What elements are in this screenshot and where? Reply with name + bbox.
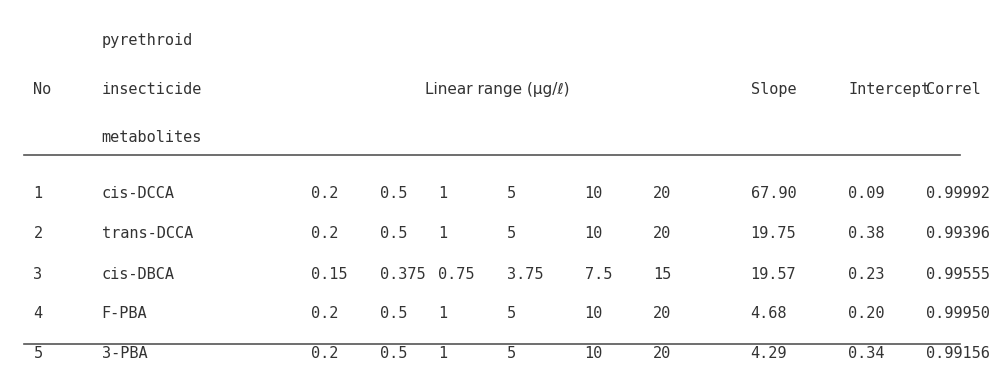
Text: 3-PBA: 3-PBA — [102, 346, 148, 361]
Text: 4.68: 4.68 — [751, 306, 787, 321]
Text: 3: 3 — [33, 266, 42, 281]
Text: 0.5: 0.5 — [380, 346, 407, 361]
Text: 19.57: 19.57 — [751, 266, 796, 281]
Text: 10: 10 — [585, 226, 603, 241]
Text: 20: 20 — [653, 226, 671, 241]
Text: 20: 20 — [653, 186, 671, 201]
Text: 4.29: 4.29 — [751, 346, 787, 361]
Text: 0.2: 0.2 — [312, 226, 339, 241]
Text: 2: 2 — [33, 226, 42, 241]
Text: 10: 10 — [585, 346, 603, 361]
Text: F-PBA: F-PBA — [102, 306, 148, 321]
Text: 5: 5 — [507, 346, 516, 361]
Text: 0.99950: 0.99950 — [927, 306, 990, 321]
Text: 0.99555: 0.99555 — [927, 266, 990, 281]
Text: 0.38: 0.38 — [848, 226, 884, 241]
Text: 0.5: 0.5 — [380, 186, 407, 201]
Text: 1: 1 — [438, 186, 447, 201]
Text: 1: 1 — [438, 226, 447, 241]
Text: 4: 4 — [33, 306, 42, 321]
Text: 20: 20 — [653, 306, 671, 321]
Text: 5: 5 — [33, 346, 42, 361]
Text: cis-DBCA: cis-DBCA — [102, 266, 175, 281]
Text: 7.5: 7.5 — [585, 266, 612, 281]
Text: 15: 15 — [653, 266, 671, 281]
Text: 1: 1 — [438, 346, 447, 361]
Text: Slope: Slope — [751, 82, 796, 97]
Text: 0.2: 0.2 — [312, 306, 339, 321]
Text: 67.90: 67.90 — [751, 186, 796, 201]
Text: 1: 1 — [438, 306, 447, 321]
Text: 10: 10 — [585, 306, 603, 321]
Text: 19.75: 19.75 — [751, 226, 796, 241]
Text: cis-DCCA: cis-DCCA — [102, 186, 175, 201]
Text: No: No — [33, 82, 51, 97]
Text: 1: 1 — [33, 186, 42, 201]
Text: 5: 5 — [507, 186, 516, 201]
Text: 3.75: 3.75 — [507, 266, 543, 281]
Text: 10: 10 — [585, 186, 603, 201]
Text: 0.5: 0.5 — [380, 226, 407, 241]
Text: Correl: Correl — [927, 82, 981, 97]
Text: insecticide: insecticide — [102, 82, 202, 97]
Text: 0.99156: 0.99156 — [927, 346, 990, 361]
Text: 0.2: 0.2 — [312, 186, 339, 201]
Text: 5: 5 — [507, 306, 516, 321]
Text: pyrethroid: pyrethroid — [102, 33, 193, 48]
Text: 0.15: 0.15 — [312, 266, 348, 281]
Text: trans-DCCA: trans-DCCA — [102, 226, 193, 241]
Text: 0.34: 0.34 — [848, 346, 884, 361]
Text: Intercept: Intercept — [848, 82, 931, 97]
Text: 0.99396: 0.99396 — [927, 226, 990, 241]
Text: 5: 5 — [507, 226, 516, 241]
Text: 0.5: 0.5 — [380, 306, 407, 321]
Text: 0.375: 0.375 — [380, 266, 425, 281]
Text: 0.23: 0.23 — [848, 266, 884, 281]
Text: 0.99992: 0.99992 — [927, 186, 990, 201]
Text: 20: 20 — [653, 346, 671, 361]
Text: 0.75: 0.75 — [438, 266, 474, 281]
Text: 0.20: 0.20 — [848, 306, 884, 321]
Text: Linear range (μg/ℓ): Linear range (μg/ℓ) — [424, 82, 569, 97]
Text: 0.09: 0.09 — [848, 186, 884, 201]
Text: metabolites: metabolites — [102, 130, 202, 145]
Text: 0.2: 0.2 — [312, 346, 339, 361]
